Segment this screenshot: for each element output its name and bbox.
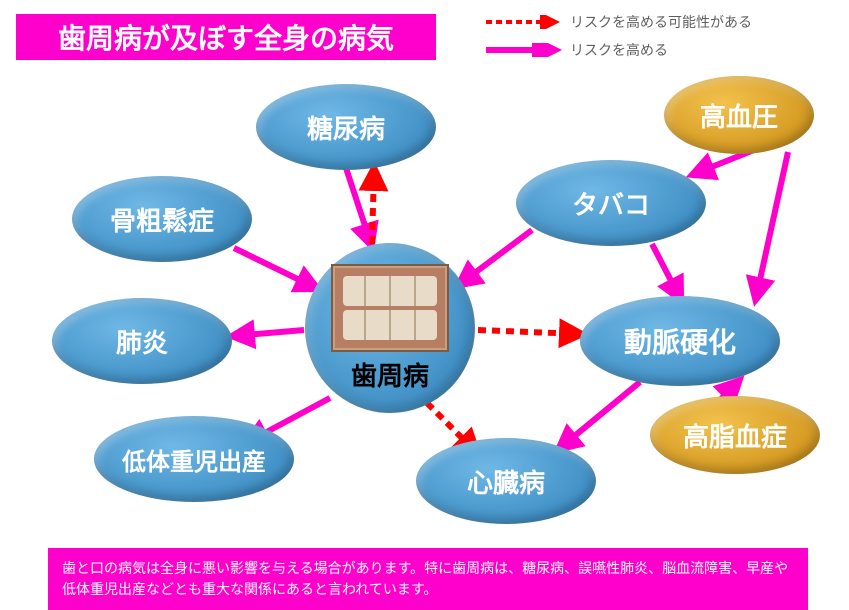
node-label: 骨粗鬆症 [110, 201, 214, 238]
center-label: 歯周病 [351, 356, 429, 393]
arrow [460, 230, 532, 284]
node-label: 動脈硬化 [624, 321, 736, 361]
node-arterio: 動脈硬化 [580, 296, 780, 386]
footer-text: 歯と口の病気は全身に悪い影響を与える場合があります。特に歯周病は、糖尿病、誤嚥性… [62, 560, 788, 597]
node-hyperlip: 高脂血症 [650, 396, 820, 474]
legend-solid-line [486, 43, 562, 57]
title-box: 歯周病が及ぼす全身の病気 [16, 14, 436, 60]
node-pneumonia: 肺炎 [52, 298, 232, 384]
legend-dashed-line [486, 15, 562, 29]
legend-dashed: リスクを高める可能性がある [486, 12, 752, 32]
node-hyperbp: 高血圧 [664, 76, 814, 154]
node-label: 肺炎 [116, 323, 168, 360]
center-node: 歯周病 [305, 243, 475, 413]
node-label: 高血圧 [700, 97, 778, 134]
legend-solid: リスクを高める [486, 40, 668, 60]
node-label: タバコ [572, 185, 650, 222]
arrow [346, 168, 371, 244]
node-lowbirth: 低体重児出産 [94, 416, 294, 502]
legend-dashed-text: リスクを高める可能性がある [570, 12, 752, 32]
arrow [234, 248, 316, 288]
node-diabetes: 糖尿病 [256, 84, 436, 170]
footer-box: 歯と口の病気は全身に悪い影響を与える場合があります。特に歯周病は、糖尿病、誤嚥性… [48, 548, 808, 610]
arrow [234, 330, 304, 336]
node-label: 糖尿病 [307, 109, 385, 146]
node-label: 低体重児出産 [122, 442, 266, 477]
node-heart: 心臓病 [416, 438, 596, 524]
arrow [372, 170, 374, 244]
arrow [560, 382, 640, 448]
node-tobacco: タバコ [516, 160, 706, 246]
arrow [478, 330, 580, 334]
node-osteoporosis: 骨粗鬆症 [72, 176, 252, 262]
node-label: 高脂血症 [683, 417, 787, 454]
title-text: 歯周病が及ぼす全身の病気 [58, 17, 394, 57]
node-label: 心臓病 [467, 463, 545, 500]
arrow [652, 244, 680, 298]
arrow [756, 152, 788, 298]
center-teeth-image [331, 264, 449, 352]
legend-solid-text: リスクを高める [570, 40, 668, 60]
